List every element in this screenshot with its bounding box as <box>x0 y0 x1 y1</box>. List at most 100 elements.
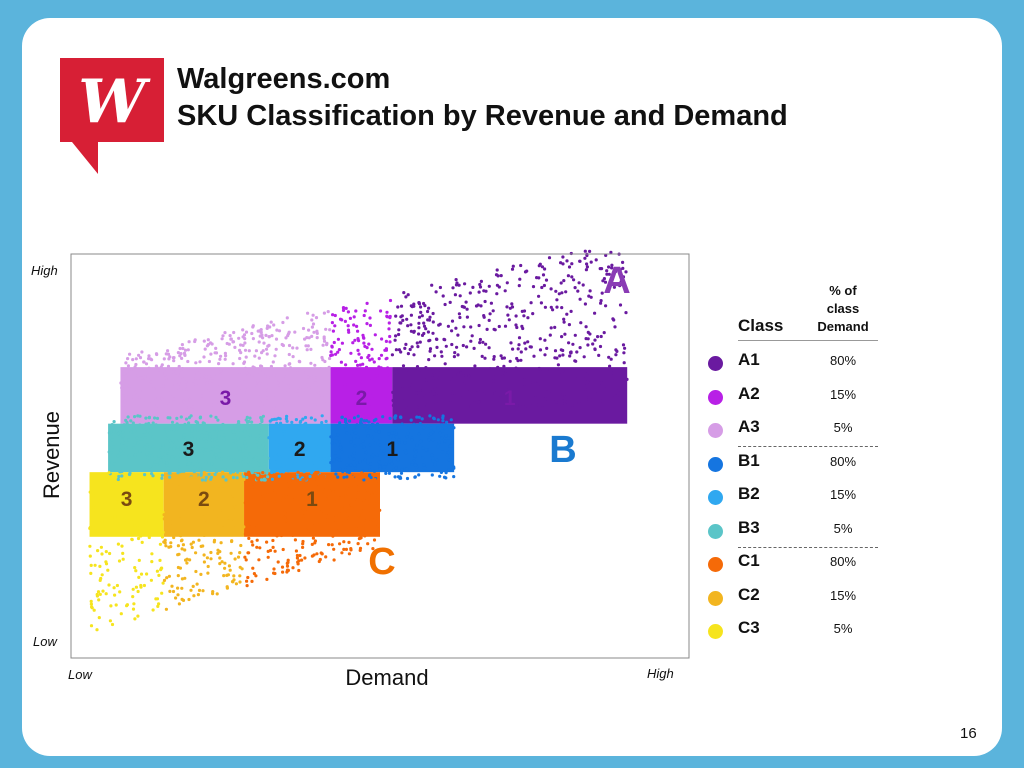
data-point <box>625 377 629 381</box>
data-point <box>264 372 268 376</box>
data-point <box>549 287 553 291</box>
page-title-line2: SKU Classification by Revenue and Demand <box>177 100 788 132</box>
data-point <box>461 394 465 398</box>
data-point <box>324 327 328 331</box>
data-point <box>169 541 173 545</box>
data-point <box>174 456 178 460</box>
data-point <box>340 507 344 511</box>
data-point <box>286 469 290 473</box>
data-point <box>538 348 543 352</box>
data-point <box>265 577 269 582</box>
data-point <box>316 470 320 474</box>
data-point <box>319 456 323 461</box>
data-point <box>394 450 398 454</box>
data-point <box>110 622 115 627</box>
data-point <box>245 391 249 395</box>
data-point <box>397 332 401 337</box>
data-point <box>413 463 418 467</box>
data-point <box>477 400 481 404</box>
data-point <box>127 384 131 388</box>
data-point <box>123 399 127 404</box>
data-point <box>119 612 123 616</box>
data-point <box>396 305 400 309</box>
data-point <box>296 470 300 474</box>
data-point <box>452 475 456 479</box>
data-point <box>164 483 168 487</box>
data-point <box>293 476 297 480</box>
data-point <box>296 560 300 564</box>
data-point <box>227 564 231 568</box>
data-point <box>422 324 427 328</box>
data-point <box>452 394 456 398</box>
data-point <box>514 366 518 370</box>
data-point <box>242 475 246 479</box>
data-point <box>344 547 348 552</box>
data-point <box>200 433 204 437</box>
data-point <box>223 566 227 570</box>
data-point <box>184 507 188 511</box>
data-point <box>123 438 127 442</box>
data-point <box>247 399 251 403</box>
data-point <box>351 374 355 378</box>
data-point <box>146 456 150 460</box>
data-point <box>255 372 259 376</box>
data-point <box>181 543 185 547</box>
data-point <box>316 485 320 489</box>
data-point <box>197 442 201 446</box>
data-point <box>320 414 324 418</box>
data-point <box>381 415 385 419</box>
data-point <box>124 361 128 365</box>
data-point <box>218 556 222 560</box>
data-point <box>280 467 284 471</box>
data-point <box>364 419 369 423</box>
data-point <box>223 351 227 355</box>
data-point <box>179 415 183 419</box>
data-point <box>208 426 212 430</box>
data-point <box>311 313 315 317</box>
data-point <box>117 500 121 504</box>
data-point <box>272 571 276 575</box>
data-point <box>326 495 331 499</box>
data-point <box>313 363 317 367</box>
data-point <box>310 471 314 475</box>
data-point <box>213 351 217 355</box>
data-point <box>148 374 153 378</box>
data-point <box>233 345 237 349</box>
data-point <box>260 509 264 514</box>
data-point <box>431 311 435 316</box>
data-point <box>553 349 558 353</box>
data-point <box>261 368 265 372</box>
data-point <box>352 457 356 461</box>
data-point <box>164 450 168 454</box>
data-point <box>333 521 337 525</box>
data-point <box>235 502 240 506</box>
data-point <box>232 492 237 496</box>
data-point <box>209 450 213 454</box>
data-point <box>199 398 203 402</box>
data-point <box>263 404 267 408</box>
data-point <box>193 466 197 470</box>
data-point <box>257 329 262 333</box>
data-point <box>219 541 223 545</box>
data-point <box>238 565 242 569</box>
data-point <box>502 356 506 360</box>
data-point <box>366 355 370 359</box>
data-point <box>179 371 183 375</box>
data-point <box>241 449 245 453</box>
data-point <box>437 440 441 444</box>
data-point <box>225 585 229 589</box>
data-point <box>231 340 236 344</box>
data-point <box>433 462 437 467</box>
data-point <box>90 606 94 610</box>
data-point <box>566 274 571 278</box>
data-point <box>236 470 240 474</box>
data-point <box>359 502 363 507</box>
data-point <box>324 454 328 458</box>
data-point <box>449 460 453 464</box>
data-point <box>388 340 392 344</box>
data-point <box>507 318 511 322</box>
data-point <box>211 375 215 380</box>
data-point <box>275 440 279 444</box>
data-point <box>126 364 130 368</box>
data-point <box>459 368 463 372</box>
